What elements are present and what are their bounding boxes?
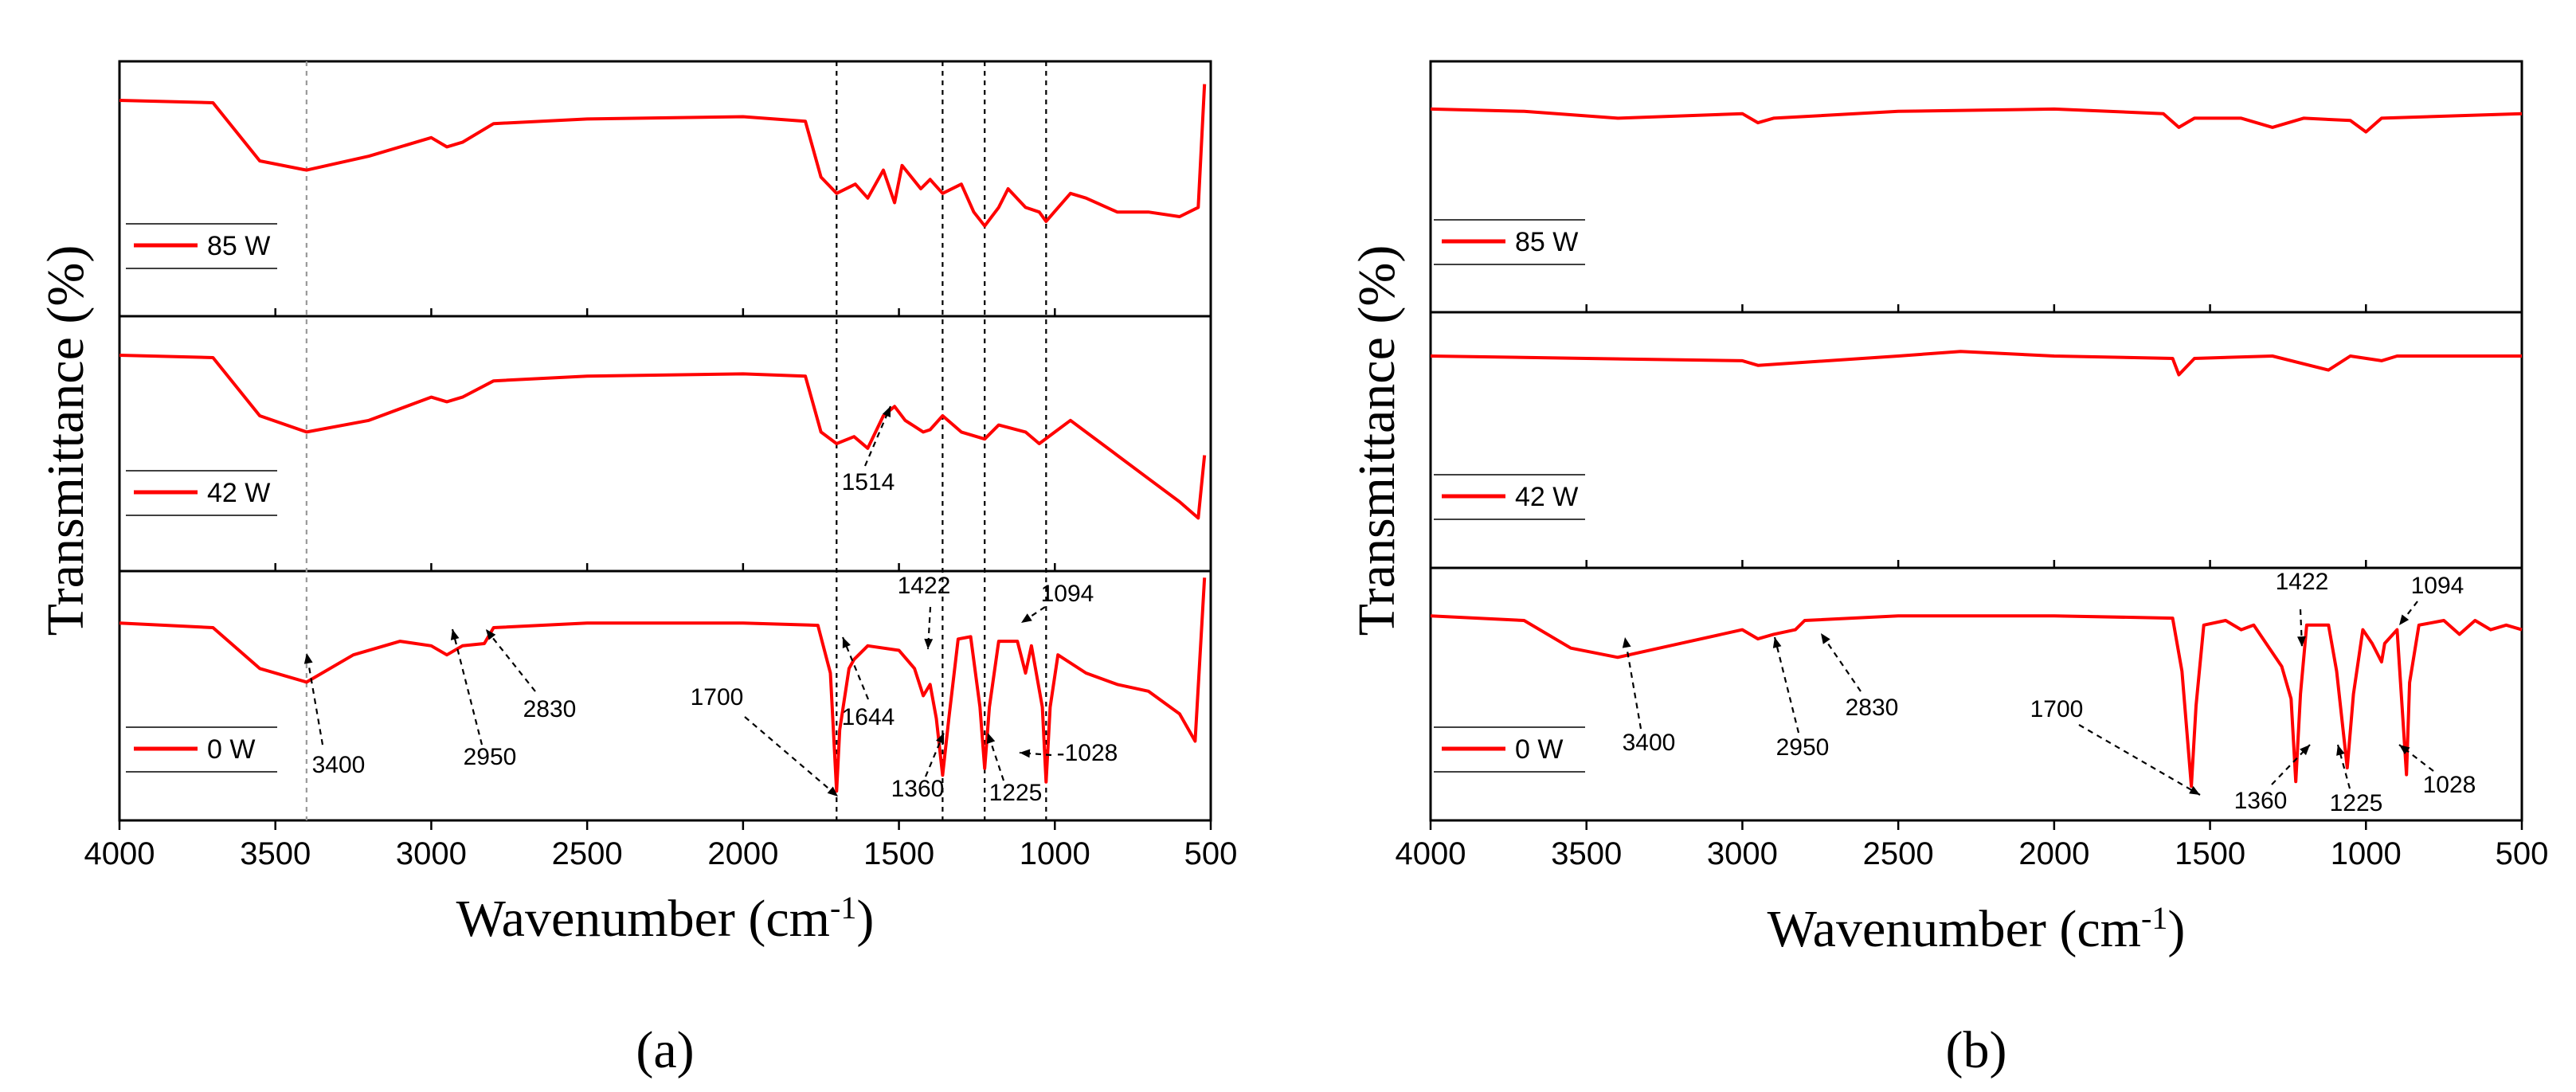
panel-a-annotation: 1360 — [891, 776, 945, 802]
panel-b-annotation: 1225 — [2330, 790, 2383, 816]
panel-b-frame — [1429, 60, 2523, 822]
legend-label: 42 W — [1515, 482, 1578, 512]
panel-b-annotation-arrowhead — [2189, 785, 2200, 795]
panel-b-xtick-label: 4000 — [1396, 836, 1466, 871]
panel-b-xtick-label: 2000 — [2018, 836, 2089, 871]
panel-a-xtick-label: 1000 — [1020, 836, 1090, 871]
panel-a-annotation-arrow — [1019, 751, 1052, 757]
panel-b-annotation-arrow — [1820, 632, 1862, 692]
panel-a-annotation-arrow — [485, 628, 536, 692]
panel-a-legend-42w: 42 W — [126, 470, 277, 516]
panel-b-annotation: 2830 — [1846, 695, 1899, 721]
panel-a-annotation-arrow — [863, 405, 892, 467]
panel-b-series-0w — [1430, 614, 2523, 789]
panel-a-annotation: 2830 — [523, 696, 577, 722]
panel-b-annotation-arrowhead — [1622, 637, 1631, 648]
panel-a-annotation: 1700 — [691, 684, 744, 710]
panel-a-series-42w — [119, 354, 1207, 520]
panel-a-xtick-label: 2500 — [552, 836, 623, 871]
panel-a-annotation: 1644 — [842, 704, 895, 730]
legend-label: 0 W — [207, 734, 255, 765]
panel-b-xtick-label: 2500 — [1863, 836, 1934, 871]
panel-a-annotation-arrow — [924, 732, 945, 777]
panel-a-annotation: 1514 — [842, 469, 895, 495]
legend-label: 85 W — [1515, 227, 1578, 257]
panel-b-label: (b) — [1946, 1021, 2007, 1079]
panel-b-xlabel: Wavenumber (cm-1) — [1768, 900, 2186, 958]
panel-a-annotation-arrow — [305, 652, 324, 746]
panel-a-annotation: 1422 — [898, 573, 951, 599]
panel-b-annotation-arrowhead — [2399, 614, 2410, 625]
panel-b-xtick-label: 3500 — [1551, 836, 1622, 871]
panel-a-xlabel: Wavenumber (cm-1) — [456, 890, 875, 948]
panel-a-legend-85w: 85 W — [126, 223, 277, 269]
panel-b: 4000 3500 3000 2500 2000 1500 1000 500 85 W 42 W… — [1348, 60, 2549, 1079]
panel-a-series-85w — [119, 84, 1207, 228]
panel-b-annotation-arrowhead — [2399, 745, 2410, 755]
panel-a-annotation: -1028 — [1057, 740, 1118, 766]
panel-a-annotation-arrowhead — [935, 733, 945, 744]
panel-b-annotation: 3400 — [1623, 730, 1676, 756]
panel-b-xtick-label: 500 — [2496, 836, 2549, 871]
legend-label: 0 W — [1515, 734, 1563, 765]
legend-label: 42 W — [207, 478, 270, 508]
panel-b-legend-0w: 0 W — [1434, 726, 1585, 773]
panel-b-annotation-arrow — [1773, 636, 1800, 734]
panel-a-frame — [118, 60, 1212, 822]
panel-a-annotation-arrowhead — [842, 637, 851, 648]
panel-b-annotation-arrowhead — [1821, 633, 1830, 644]
panel-a-annotation-arrowhead — [1021, 613, 1032, 623]
panel-a-annotation-arrowhead — [986, 733, 996, 744]
legend-label: 85 W — [207, 231, 270, 261]
panel-a-xtick-label: 3500 — [240, 836, 311, 871]
panel-a-annotation-arrowhead — [486, 629, 496, 640]
panel-b-annotation: 1422 — [2276, 569, 2329, 595]
panel-b-xtick-label: 3000 — [1707, 836, 1778, 871]
panel-a-label: (a) — [636, 1021, 694, 1079]
panel-a-annotation-arrowhead — [450, 629, 460, 640]
panel-b-annotation-arrowhead — [2297, 636, 2306, 647]
panel-b-annotation-arrowhead — [1772, 637, 1782, 648]
panel-b-annotation-arrowhead — [2336, 745, 2345, 756]
panel-a-annotation-arrowhead — [882, 406, 891, 417]
panel-b-legend-42w: 42 W — [1434, 474, 1585, 520]
panel-a-annotation-arrowhead — [1020, 749, 1031, 758]
panel-b-annotation: 1700 — [2030, 696, 2084, 722]
panel-b-xtick-label: 1500 — [2175, 836, 2245, 871]
panel-a-annotation-arrowhead — [924, 638, 934, 649]
panel-b-annotation: 1360 — [2234, 788, 2288, 814]
panel-a-ylabel: Transmittance (%) — [37, 245, 95, 636]
panel-b-annotation: 2950 — [1776, 734, 1830, 761]
panel-a-xtick-label: 3000 — [396, 836, 467, 871]
panel-a-xtick-label: 1500 — [863, 836, 934, 871]
panel-a-xtick-label: 500 — [1184, 836, 1238, 871]
panel-a: 4000 3500 3000 2500 2000 1500 1000 500 85 W 42 W… — [37, 60, 1238, 1079]
panel-b-annotation: 1028 — [2423, 772, 2476, 798]
panel-b-annotation-arrowhead — [2300, 745, 2310, 756]
panel-b-ylabel: Transmittance (%) — [1348, 245, 1406, 636]
panel-a-annotation: 3400 — [312, 752, 366, 778]
panel-a-annotation: 2950 — [464, 744, 517, 770]
panel-b-annotation-arrow — [2078, 724, 2201, 796]
panel-a-legend-0w: 0 W — [126, 726, 277, 773]
panel-a-series-0w — [119, 577, 1207, 793]
panel-a-xtick-label: 4000 — [84, 836, 155, 871]
panel-a-annotation-arrow — [841, 636, 870, 700]
panel-b-annotation: 1094 — [2411, 573, 2464, 599]
panel-b-series-42w — [1430, 350, 2522, 377]
panel-b-xtick-label: 1000 — [2331, 836, 2402, 871]
panel-a-xtick-label: 2000 — [707, 836, 778, 871]
panel-a-annotation: 1225 — [989, 780, 1043, 806]
panel-a-annotation-arrow — [744, 716, 839, 797]
panel-b-legend-85w: 85 W — [1434, 219, 1585, 265]
panel-a-annotation: 1094 — [1041, 581, 1094, 607]
panel-a-annotation-arrowhead — [303, 653, 313, 664]
panel-a-annotation-arrowhead — [827, 786, 838, 796]
panel-b-series-85w — [1430, 107, 2523, 134]
panel-b-annotation-arrow — [1623, 636, 1642, 730]
panel-b-annotation-arrow — [2336, 744, 2351, 789]
